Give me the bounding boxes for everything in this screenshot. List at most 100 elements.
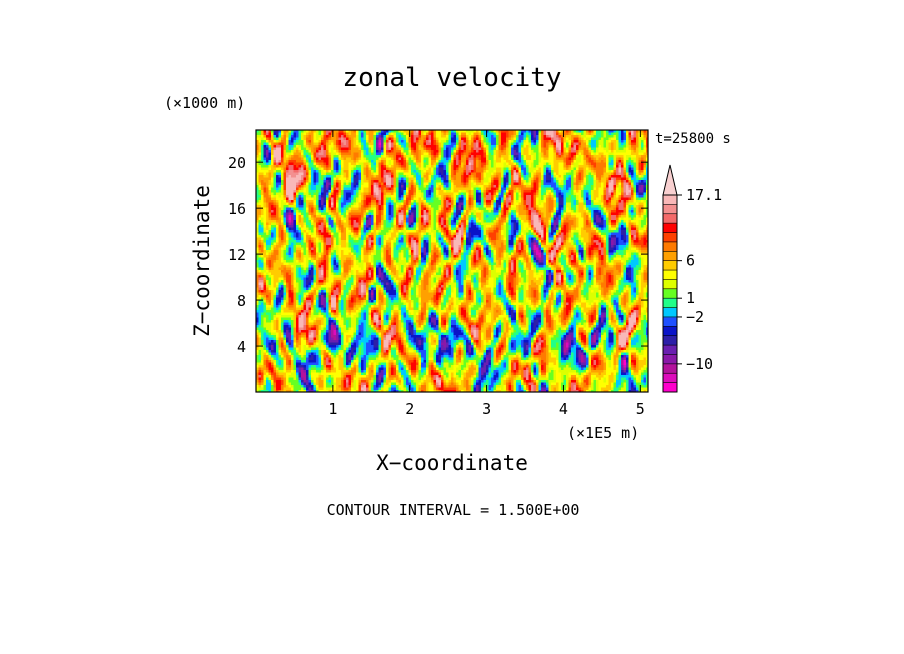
field-cell: [266, 200, 269, 203]
field-cell: [366, 182, 369, 186]
field-cell: [576, 132, 579, 136]
field-cell: [471, 165, 474, 168]
field-cell: [521, 187, 524, 191]
field-cell: [386, 142, 389, 146]
field-cell: [591, 187, 594, 191]
field-cell: [543, 192, 547, 196]
field-cell: [408, 185, 412, 188]
field-cell: [421, 197, 424, 201]
field-cell: [636, 200, 639, 203]
field-cell: [336, 130, 339, 133]
field-cell: [353, 147, 357, 151]
field-cell: [323, 150, 327, 153]
field-cell: [311, 175, 314, 178]
field-cell: [468, 142, 472, 146]
field-cell: [401, 160, 404, 163]
field-cell: [413, 167, 417, 171]
field-cell: [336, 180, 339, 183]
field-cell: [348, 177, 352, 181]
field-cell: [518, 132, 522, 136]
field-cell: [536, 130, 539, 133]
field-cell: [271, 207, 274, 211]
field-cell: [353, 200, 357, 203]
field-cell: [598, 185, 602, 188]
field-cell: [476, 157, 479, 161]
field-cell: [433, 180, 437, 183]
field-cell: [506, 195, 509, 198]
field-cell: [273, 157, 277, 161]
field-cell: [383, 185, 387, 188]
field-cell: [358, 195, 362, 198]
field-cell: [323, 167, 327, 171]
field-cell: [283, 157, 287, 161]
field-cell: [358, 172, 362, 176]
field-cell: [503, 192, 507, 196]
field-cell: [616, 155, 619, 158]
field-cell: [521, 150, 524, 153]
field-cell: [303, 145, 307, 148]
field-cell: [486, 180, 489, 183]
field-cell: [533, 185, 537, 188]
field-cell: [411, 190, 414, 193]
field-cell: [616, 177, 619, 181]
field-cell: [381, 190, 384, 193]
field-cell: [563, 162, 567, 166]
field-cell: [586, 202, 589, 206]
field-cell: [323, 205, 327, 208]
field-cell: [438, 180, 442, 183]
field-cell: [491, 140, 494, 143]
field-cell: [611, 182, 614, 186]
field-cell: [301, 197, 304, 201]
field-cell: [313, 137, 317, 141]
field-cell: [438, 162, 442, 166]
field-cell: [306, 147, 309, 151]
field-cell: [608, 182, 612, 186]
field-cell: [351, 145, 354, 148]
field-cell: [373, 155, 377, 158]
field-cell: [388, 185, 392, 188]
field-cell: [476, 160, 479, 163]
field-cell: [643, 152, 647, 156]
field-cell: [638, 182, 642, 186]
field-cell: [351, 162, 354, 166]
field-cell: [256, 152, 259, 156]
field-cell: [428, 182, 432, 186]
field-cell: [493, 135, 497, 138]
field-cell: [341, 205, 344, 208]
field-cell: [553, 207, 557, 211]
field-cell: [281, 165, 284, 168]
field-cell: [453, 157, 457, 161]
field-cell: [518, 182, 522, 186]
field-cell: [531, 150, 534, 153]
field-cell: [406, 167, 409, 171]
field-cell: [536, 197, 539, 201]
field-cell: [391, 182, 394, 186]
field-cell: [418, 180, 422, 183]
field-cell: [556, 160, 559, 163]
field-cell: [491, 200, 494, 203]
field-cell: [393, 155, 397, 158]
field-cell: [621, 197, 624, 201]
field-cell: [388, 130, 392, 133]
field-cell: [493, 165, 497, 168]
field-cell: [398, 160, 402, 163]
field-cell: [341, 187, 344, 191]
field-cell: [398, 190, 402, 193]
field-cell: [646, 185, 648, 188]
field-cell: [408, 137, 412, 141]
field-cell: [571, 150, 574, 153]
field-cell: [276, 177, 279, 181]
field-cell: [431, 205, 434, 208]
field-cell: [573, 192, 577, 196]
field-cell: [586, 147, 589, 151]
field-cell: [413, 180, 417, 183]
field-cell: [616, 185, 619, 188]
field-cell: [581, 137, 584, 141]
field-cell: [438, 135, 442, 138]
field-cell: [533, 150, 537, 153]
field-cell: [418, 157, 422, 161]
field-cell: [321, 130, 324, 133]
field-cell: [403, 132, 407, 136]
field-cell: [271, 190, 274, 193]
field-cell: [568, 175, 572, 178]
